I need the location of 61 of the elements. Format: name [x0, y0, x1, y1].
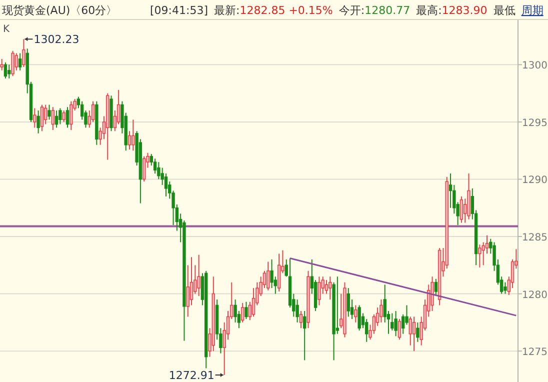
candlestick	[277, 253, 281, 292]
candlestick	[412, 316, 416, 352]
candlestick	[336, 276, 340, 334]
candlestick	[240, 302, 244, 323]
candlestick	[14, 52, 18, 71]
candlestick	[22, 38, 26, 68]
candlestick	[58, 108, 62, 125]
candlestick	[8, 64, 11, 79]
candlestick	[346, 288, 350, 318]
text: 最高:1283.90	[416, 4, 488, 17]
candlestick	[0, 58, 4, 71]
candlestick	[504, 282, 507, 294]
candlestick	[390, 312, 394, 331]
candlestick	[4, 62, 8, 79]
candlestick	[405, 304, 408, 326]
y-tick-label: 1295	[522, 118, 548, 129]
y-tick-label: 1300	[522, 60, 548, 72]
y-tick-label: 1280	[522, 290, 548, 301]
annotation: 1302.23	[34, 33, 80, 46]
candlestick	[478, 244, 482, 268]
text: 最低	[493, 4, 516, 17]
text: [09:41:53]	[150, 4, 208, 17]
candlestick	[66, 106, 70, 128]
candlestick	[266, 261, 270, 291]
candlestick	[380, 299, 383, 323]
y-tick-label: 1275	[522, 347, 548, 358]
candlestick	[44, 104, 48, 125]
y-tick-label: 1290	[522, 175, 548, 186]
candlestick	[132, 119, 135, 152]
text: 周期	[521, 4, 544, 17]
candlestick	[416, 322, 420, 342]
candlestick	[128, 130, 132, 150]
candlestick	[11, 50, 14, 77]
candlestick	[303, 310, 306, 361]
candlestick	[62, 110, 66, 122]
candlestick	[54, 110, 58, 128]
text: 最新:1282.85 +0.15%	[214, 4, 333, 17]
candlestick	[51, 106, 54, 130]
candlestick	[48, 104, 51, 120]
candlestick	[142, 156, 146, 182]
candlestick	[18, 52, 22, 71]
candlestick	[244, 301, 248, 320]
annotation: 1272.91	[168, 369, 214, 382]
y-tick-label: 1285	[522, 232, 548, 244]
candlestick	[434, 278, 438, 297]
candlestick	[328, 276, 332, 300]
chart-title: 现货黄金(AU)〈60分〉	[2, 4, 118, 17]
candlestick	[70, 100, 73, 130]
candlestick	[36, 110, 40, 134]
candlestick	[318, 276, 321, 306]
candlestick	[358, 304, 361, 331]
annotation: K	[3, 24, 10, 35]
text: 今开:1280.77	[338, 4, 410, 17]
candlestick	[354, 304, 358, 323]
candlestick	[460, 196, 464, 224]
candlestick	[33, 108, 36, 128]
candlestick	[398, 318, 402, 340]
candlestick	[40, 104, 44, 132]
candlestick	[197, 254, 200, 297]
candlestick	[299, 310, 303, 329]
candlestick	[394, 310, 398, 337]
